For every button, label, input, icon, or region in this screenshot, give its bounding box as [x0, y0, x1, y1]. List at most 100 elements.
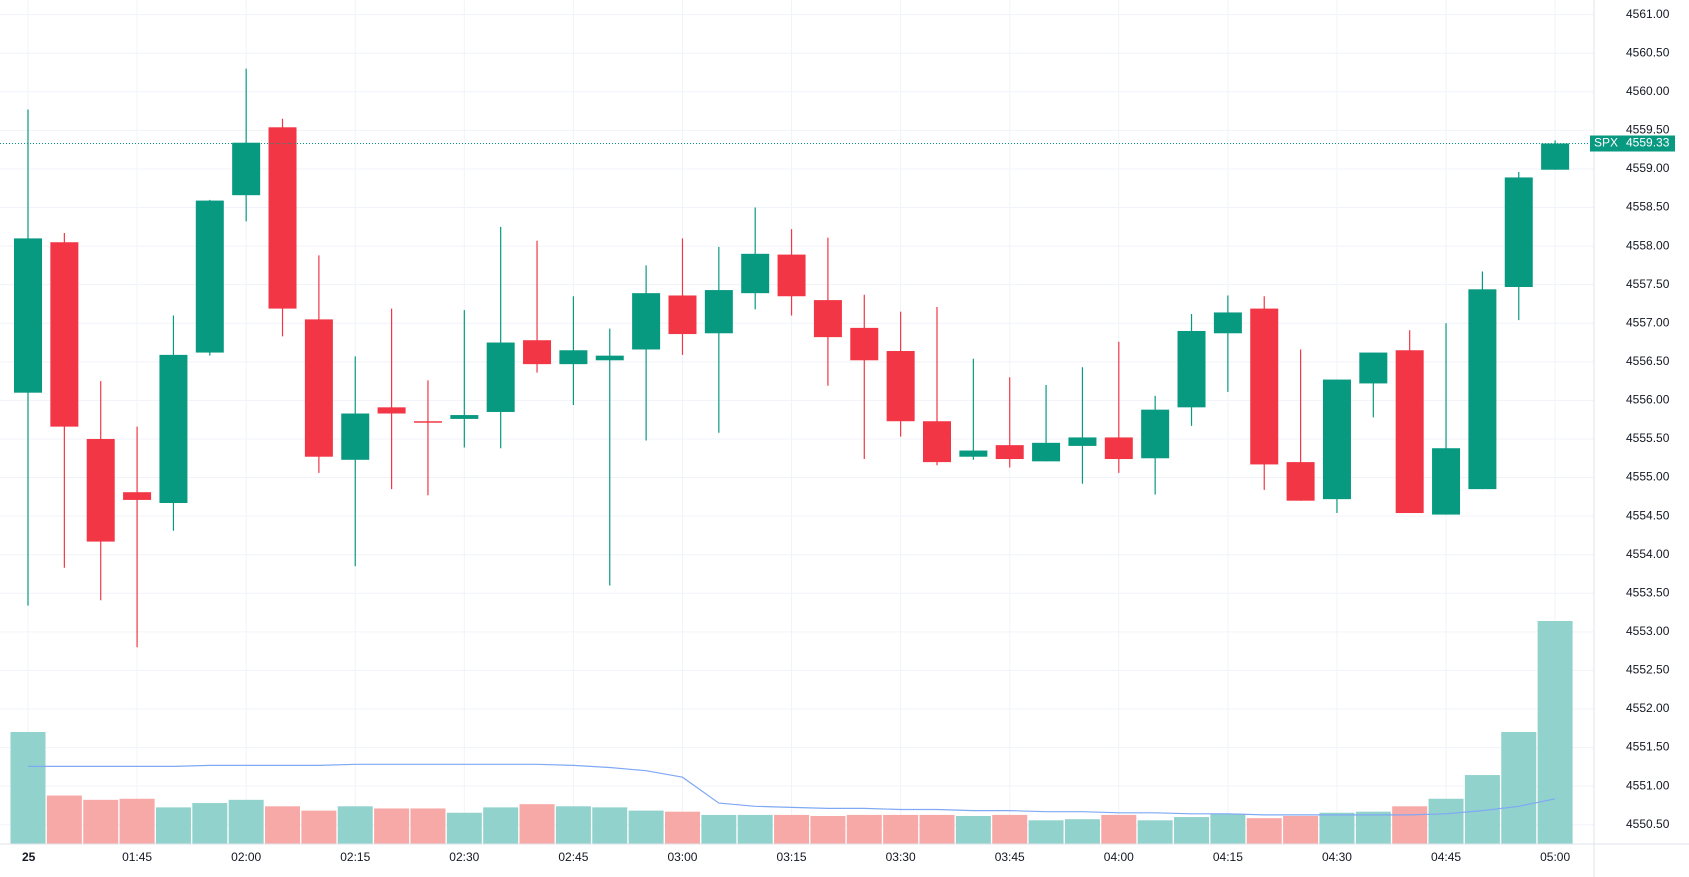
- y-tick-label: 4556.00: [1626, 393, 1670, 407]
- symbol-label: SPX: [1594, 136, 1618, 150]
- y-tick-label: 4560.50: [1626, 45, 1670, 59]
- y-tick-label: 4553.50: [1626, 585, 1670, 599]
- candle-body: [1213, 312, 1242, 334]
- candle-body: [1250, 308, 1279, 465]
- volume-bar: [1064, 819, 1100, 844]
- candle-body: [1177, 330, 1206, 408]
- candle-body: [1432, 448, 1461, 515]
- candle-body: [486, 342, 515, 412]
- candle-body: [813, 300, 842, 338]
- candle-body: [777, 254, 806, 297]
- x-tick-label: 02:00: [231, 850, 261, 864]
- volume-bar: [810, 815, 846, 844]
- candle-body: [123, 492, 152, 500]
- volume-bar: [555, 806, 591, 844]
- volume-bar: [337, 806, 373, 844]
- volume-bar: [1355, 811, 1391, 844]
- candle-body: [1504, 177, 1533, 287]
- volume-bar: [664, 811, 700, 844]
- candle-body: [1032, 442, 1061, 462]
- x-tick-label: 02:30: [449, 850, 479, 864]
- x-tick-label: 02:45: [558, 850, 588, 864]
- candle-body: [1359, 352, 1388, 384]
- x-tick-label: 03:30: [886, 850, 916, 864]
- x-tick-label: 03:45: [995, 850, 1025, 864]
- volume-bar: [374, 808, 410, 844]
- volume-bar: [119, 798, 155, 844]
- candle-body: [850, 327, 879, 361]
- candle-body: [959, 450, 988, 457]
- volume-bar: [1319, 812, 1355, 844]
- x-tick-label: 01:45: [122, 850, 152, 864]
- x-tick-label: 04:15: [1213, 850, 1243, 864]
- x-tick-label: 04:30: [1322, 850, 1352, 864]
- volume-bar: [883, 814, 919, 844]
- y-tick-label: 4557.50: [1626, 277, 1670, 291]
- x-tick-label: 02:15: [340, 850, 370, 864]
- x-tick-label: 03:15: [777, 850, 807, 864]
- y-tick-label: 4559.00: [1626, 161, 1670, 175]
- volume-bar: [446, 812, 482, 844]
- volume-ma-line: [28, 763, 1556, 816]
- volume-bar: [155, 807, 191, 844]
- candle-body: [86, 438, 115, 542]
- y-tick-label: 4554.00: [1626, 547, 1670, 561]
- candle-body: [1286, 462, 1315, 501]
- candle-body: [1322, 379, 1351, 500]
- y-tick-label: 4558.50: [1626, 200, 1670, 214]
- candle-body: [413, 421, 442, 423]
- volume-bar: [1428, 798, 1464, 844]
- volume-bar: [1028, 820, 1064, 844]
- candle-body: [1395, 350, 1424, 514]
- candle-body: [632, 293, 661, 350]
- y-tick-label: 4556.50: [1626, 354, 1670, 368]
- volume-bar: [410, 808, 446, 844]
- x-tick-label: 03:00: [667, 850, 697, 864]
- volume-bar: [10, 731, 46, 844]
- y-tick-label: 4555.50: [1626, 431, 1670, 445]
- volume-bar: [592, 807, 628, 844]
- x-tick-label: 25: [22, 850, 36, 864]
- last-price-tag: [1622, 135, 1675, 152]
- x-tick-label: 05:00: [1540, 850, 1570, 864]
- candle-body: [268, 127, 297, 309]
- volume-bar: [46, 795, 82, 844]
- y-tick-label: 4552.00: [1626, 701, 1670, 715]
- candle-body: [741, 253, 770, 294]
- y-tick-label: 4551.50: [1626, 740, 1670, 754]
- volume-bar: [919, 814, 955, 844]
- candle-body: [14, 238, 42, 393]
- y-tick-label: 4554.50: [1626, 508, 1670, 522]
- volume-bar: [846, 814, 882, 844]
- volume-bar: [774, 814, 810, 844]
- volume-bar: [1174, 817, 1210, 844]
- candle-body: [995, 445, 1024, 460]
- volume-bar: [1283, 815, 1319, 844]
- y-tick-label: 4560.00: [1626, 84, 1670, 98]
- candle-body: [1141, 409, 1170, 459]
- y-tick-label: 4559.50: [1626, 123, 1670, 137]
- volume-bar: [1392, 806, 1428, 844]
- volume-bar: [628, 810, 664, 844]
- volume-bar: [519, 804, 555, 844]
- candle-body: [923, 421, 951, 463]
- candle-body: [886, 351, 915, 422]
- candle-body: [559, 350, 588, 365]
- candle-body: [232, 142, 261, 196]
- volume-bar: [265, 806, 301, 844]
- candle-body: [1468, 289, 1497, 490]
- y-tick-label: 4550.50: [1626, 817, 1670, 831]
- y-tick-label: 4558.00: [1626, 238, 1670, 252]
- candle-body: [668, 295, 697, 335]
- x-tick-label: 04:45: [1431, 850, 1461, 864]
- volume-bar: [701, 814, 737, 844]
- volume-bar: [1210, 813, 1246, 844]
- candle-body: [304, 319, 333, 457]
- candle-body: [1541, 143, 1570, 170]
- y-tick-label: 4553.00: [1626, 624, 1670, 638]
- last-price-label: 4559.33: [1626, 136, 1670, 150]
- volume-bar: [83, 799, 119, 844]
- volume-bar: [955, 815, 991, 844]
- volume-bar: [228, 799, 264, 844]
